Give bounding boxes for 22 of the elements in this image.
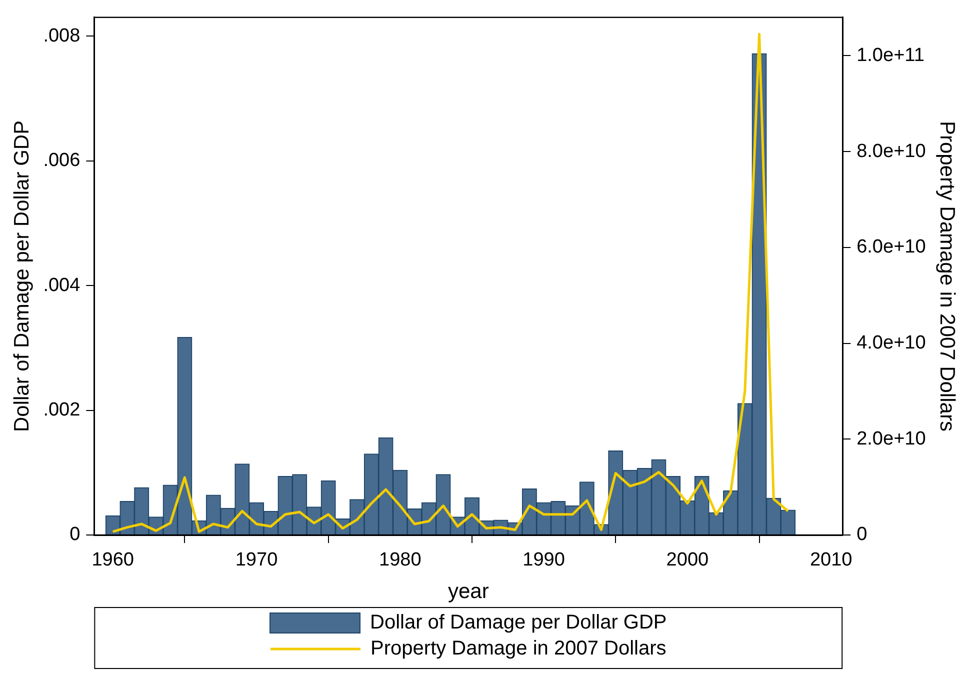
y-tick-label: 0 — [70, 524, 80, 546]
legend-label: Property Damage in 2007 Dollars — [370, 638, 666, 660]
x-tick-label: 2000 — [666, 550, 709, 571]
x-tick-label: 2010 — [810, 550, 852, 571]
x-tick-label: 1990 — [522, 550, 565, 571]
y-axis-title: Dollar of Damage per Dollar GDP — [10, 120, 34, 432]
y2-tick-label: 8.0e+10 — [856, 140, 926, 162]
y-tick-label: .008 — [43, 25, 80, 46]
x-axis-title: year — [448, 580, 489, 604]
x-tick-label: 1960 — [92, 550, 134, 571]
y2-tick-label: 6.0e+10 — [856, 236, 926, 258]
x-tick-label: 1970 — [235, 550, 278, 571]
y-tick-label: .004 — [43, 274, 81, 296]
y2-tick-label: 2.0e+10 — [856, 428, 926, 450]
y2-tick-label: 0 — [856, 524, 868, 546]
y-tick-label: .002 — [43, 400, 80, 421]
legend-label: Dollar of Damage per Dollar GDP — [370, 612, 667, 634]
y-tick-label: .006 — [43, 150, 80, 172]
y2-tick-label: 4.0e+10 — [856, 332, 926, 354]
x-tick-label: 1980 — [379, 550, 422, 571]
y2-tick-label: 1.0e+11 — [856, 44, 924, 66]
y2-axis-title: Property Damage in 2007 Dollars — [936, 120, 959, 432]
